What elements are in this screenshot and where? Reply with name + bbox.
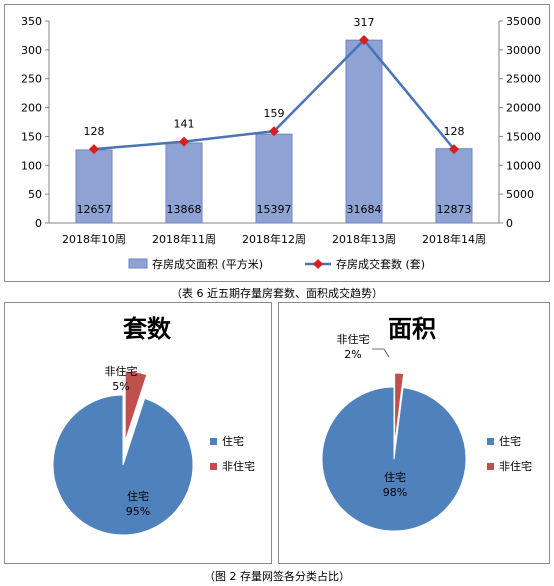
- legend-bar-label: 存房成交面积 (平方米): [152, 257, 263, 271]
- line-marker: [359, 35, 369, 46]
- left-tick-label: 250: [21, 73, 42, 86]
- x-tick-label: 2018年13周: [332, 232, 396, 246]
- left-tick-label: 350: [21, 15, 42, 28]
- left-tick-label: 0: [35, 217, 42, 230]
- bar-value-label: 12873: [437, 203, 472, 216]
- legend-bar-swatch: [128, 258, 148, 269]
- line-value-label: 317: [354, 16, 375, 29]
- pie-panel-count: 套数 住宅 95% 非住宅 5% 住宅 非住宅: [4, 302, 272, 564]
- legend-line-marker: [313, 259, 323, 269]
- pie-title: 面积: [388, 315, 436, 343]
- pie-value-nonresidential: 2%: [344, 348, 361, 361]
- pie-slice-nonresidential: [124, 370, 148, 442]
- right-tick-label: 30000: [506, 44, 541, 57]
- line-value-label: 159: [264, 107, 285, 120]
- pie-value-residential: 98%: [383, 486, 407, 499]
- pie-value-nonresidential: 5%: [112, 380, 129, 393]
- pie-slice-nonresidential: [394, 372, 405, 446]
- right-tick-label: 20000: [506, 102, 541, 115]
- legend-swatch-nonresidential: [487, 463, 494, 470]
- pie-label-residential: 住宅: [384, 470, 406, 484]
- right-tick-label: 25000: [506, 73, 541, 86]
- left-tick-label: 100: [21, 159, 42, 172]
- legend-line-label: 存房成交套数 (套): [336, 257, 425, 271]
- pie-slice-residential: [52, 394, 194, 536]
- pie-leader-line: [372, 348, 390, 358]
- line-marker: [89, 144, 99, 155]
- right-tick-label: 35000: [506, 15, 541, 28]
- bar: [435, 148, 473, 224]
- legend-label-residential: 住宅: [499, 434, 521, 448]
- line-marker: [269, 126, 279, 137]
- pie-label-nonresidential: 非住宅: [337, 332, 370, 346]
- pie-value-residential: 95%: [126, 505, 150, 518]
- chart-caption-top: （表 6 近五期存量房套数、面积成交趋势）: [171, 287, 383, 300]
- legend-label-nonresidential: 非住宅: [222, 459, 255, 473]
- x-tick-label: 2018年10周: [62, 232, 126, 246]
- legend-label-residential: 住宅: [222, 434, 244, 448]
- right-tick-label: 0: [506, 217, 513, 230]
- bar: [345, 39, 383, 224]
- x-tick-label: 2018年14周: [422, 232, 486, 246]
- right-tick-label: 5000: [506, 188, 534, 201]
- bar: [165, 142, 203, 224]
- line-marker: [449, 144, 459, 155]
- x-tick-label: 2018年11周: [152, 232, 216, 246]
- pie-label-residential: 住宅: [127, 489, 149, 503]
- line-value-label: 128: [84, 125, 105, 138]
- bar: [255, 133, 293, 224]
- pie-panel-area: 面积 住宅 98% 非住宅 2% 住宅 非住宅: [278, 302, 550, 564]
- bar-value-label: 12657: [77, 203, 112, 216]
- right-tick-label: 15000: [506, 130, 541, 143]
- left-tick-label: 150: [21, 130, 42, 143]
- combo-chart-panel: 0 50 100 150 200 250 300 350 0 5000 10000 15000 2000…: [4, 4, 550, 282]
- pie-slice-residential: [321, 386, 467, 532]
- combo-chart: 0 50 100 150 200 250 300 350 0 5000 10000 15000 2000…: [21, 15, 541, 271]
- legend-swatch-residential: [487, 438, 494, 445]
- chart-caption-bottom: （图 2 存量网签各分类占比）: [204, 570, 350, 583]
- bar-value-label: 13868: [167, 203, 202, 216]
- legend-label-nonresidential: 非住宅: [499, 459, 532, 473]
- left-tick-label: 50: [28, 188, 42, 201]
- line-value-label: 141: [174, 118, 195, 131]
- x-tick-label: 2018年12周: [242, 232, 306, 246]
- right-tick-label: 10000: [506, 159, 541, 172]
- legend-swatch-residential: [210, 438, 217, 445]
- left-tick-label: 300: [21, 44, 42, 57]
- line-marker: [179, 136, 189, 147]
- bar-value-label: 15397: [257, 203, 292, 216]
- legend-swatch-nonresidential: [210, 463, 217, 470]
- pie-title: 套数: [123, 315, 172, 343]
- left-tick-label: 200: [21, 102, 42, 115]
- pie-label-nonresidential: 非住宅: [105, 364, 138, 378]
- line-value-label: 128: [444, 125, 465, 138]
- bar-value-label: 31684: [347, 203, 382, 216]
